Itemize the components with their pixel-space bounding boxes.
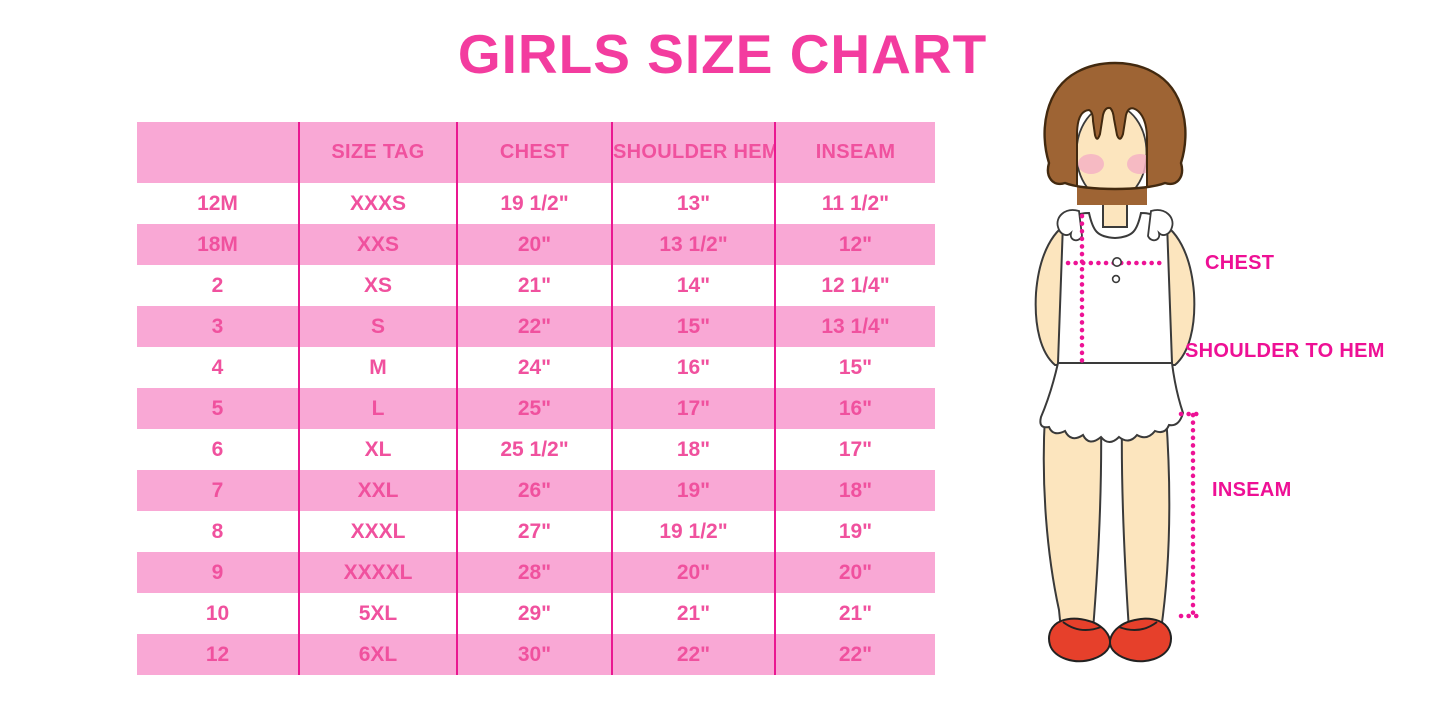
table-cell: 18" xyxy=(774,470,935,511)
table-cell: 15" xyxy=(774,347,935,388)
figure-hair xyxy=(1043,61,1187,205)
table-cell: 19" xyxy=(611,470,775,511)
table-cell: 10 xyxy=(205,601,230,625)
table-header-row: SIZE TAG CHEST SHOULDER HEM INSEAM xyxy=(137,122,935,183)
table-cell: 30" xyxy=(456,634,612,675)
table-cell: 11 1/2" xyxy=(774,183,935,224)
table-cell: 22" xyxy=(774,634,935,675)
table-cell: 12M xyxy=(197,191,238,215)
table-cell: 22" xyxy=(456,306,612,347)
table-cell: 19" xyxy=(774,511,935,552)
table-cell: XXXS xyxy=(298,183,457,224)
table-cell: 24" xyxy=(456,347,612,388)
size-table-body: 12M XXXS 19 1/2" 13" 11 1/2" 18M XXS 20" 13 1/2"… xyxy=(137,183,935,675)
table-cell: 8 xyxy=(211,519,224,543)
table-cell: 6XL xyxy=(298,634,457,675)
table-cell: 12" xyxy=(774,224,935,265)
figure-legs xyxy=(1042,413,1171,631)
table-cell: XL xyxy=(298,429,457,470)
table-cell: 15" xyxy=(611,306,775,347)
blush-left xyxy=(1078,154,1104,174)
table-cell: 26" xyxy=(456,470,612,511)
table-cell: 19 1/2" xyxy=(611,511,775,552)
table-cell: XS xyxy=(298,265,457,306)
table-cell: L xyxy=(298,388,457,429)
table-cell: 21" xyxy=(611,593,775,634)
table-cell: 13" xyxy=(611,183,775,224)
header-cell-shoulder-hem: SHOULDER HEM xyxy=(611,122,775,183)
header-cell-inseam: INSEAM xyxy=(774,122,935,183)
table-cell: 20" xyxy=(456,224,612,265)
header-cell-blank xyxy=(137,122,299,183)
table-row: 6 XL 25 1/2" 18" 17" xyxy=(137,429,935,470)
table-row: 8 XXXL 27" 19 1/2" 19" xyxy=(137,511,935,552)
table-cell: XXXXL xyxy=(298,552,457,593)
table-row: 4 M 24" 16" 15" xyxy=(137,347,935,388)
table-row: 9 XXXXL 28" 20" 20" xyxy=(137,552,935,593)
table-cell: S xyxy=(298,306,457,347)
table-row: 3 S 22" 15" 13 1/4" xyxy=(137,306,935,347)
girl-measurement-figure xyxy=(1034,61,1206,663)
header-cell-chest: CHEST xyxy=(456,122,612,183)
table-cell: 6 xyxy=(211,437,224,461)
table-cell: 18M xyxy=(197,232,238,256)
table-cell: 17" xyxy=(774,429,935,470)
header-cell-size-tag: SIZE TAG xyxy=(298,122,457,183)
inseam-label: INSEAM xyxy=(1212,479,1292,501)
table-cell: 2 xyxy=(211,273,224,297)
table-row: 5 L 25" 17" 16" xyxy=(137,388,935,429)
table-cell: 29" xyxy=(456,593,612,634)
chest-label: CHEST xyxy=(1205,252,1275,274)
table-cell: 18" xyxy=(611,429,775,470)
table-cell: 5 xyxy=(211,396,224,420)
table-cell: 14" xyxy=(611,265,775,306)
table-cell: 20" xyxy=(611,552,775,593)
page-title: GIRLS SIZE CHART xyxy=(457,23,988,85)
table-cell: 13 1/2" xyxy=(611,224,775,265)
table-row: 2 XS 21" 14" 12 1/4" xyxy=(137,265,935,306)
figure-shoes xyxy=(1048,617,1172,663)
table-cell: 25 1/2" xyxy=(456,429,612,470)
table-cell: 16" xyxy=(774,388,935,429)
table-row: 18M XXS 20" 13 1/2" 12" xyxy=(137,224,935,265)
table-cell: 20" xyxy=(774,552,935,593)
figure-buttons xyxy=(1111,257,1123,284)
table-cell: 16" xyxy=(611,347,775,388)
table-cell: 21" xyxy=(774,593,935,634)
table-cell: 9 xyxy=(211,560,224,584)
table-cell: 17" xyxy=(611,388,775,429)
table-cell: 12 xyxy=(205,642,230,666)
table-cell: XXS xyxy=(298,224,457,265)
figure-skirt xyxy=(1039,362,1185,443)
table-cell: 4 xyxy=(211,355,224,379)
table-cell: M xyxy=(298,347,457,388)
figure-ruffles xyxy=(1056,209,1174,242)
table-row: 7 XXL 26" 19" 18" xyxy=(137,470,935,511)
table-cell: 12 1/4" xyxy=(774,265,935,306)
table-cell: XXXL xyxy=(298,511,457,552)
girls-size-table: SIZE TAG CHEST SHOULDER HEM INSEAM 12M XX… xyxy=(137,122,935,675)
table-cell: 25" xyxy=(456,388,612,429)
measurement-lines xyxy=(1065,213,1206,619)
table-cell: 7 xyxy=(211,478,224,502)
table-cell: 13 1/4" xyxy=(774,306,935,347)
table-cell: XXL xyxy=(298,470,457,511)
table-row: 12 6XL 30" 22" 22" xyxy=(137,634,935,675)
table-cell: 27" xyxy=(456,511,612,552)
table-cell: 19 1/2" xyxy=(456,183,612,224)
table-row: 12M XXXS 19 1/2" 13" 11 1/2" xyxy=(137,183,935,224)
shoulder-to-hem-label: SHOULDER TO HEM xyxy=(1185,340,1385,362)
table-cell: 5XL xyxy=(298,593,457,634)
table-cell: 3 xyxy=(211,314,224,338)
table-cell: 22" xyxy=(611,634,775,675)
table-row: 10 5XL 29" 21" 21" xyxy=(137,593,935,634)
table-cell: 28" xyxy=(456,552,612,593)
table-cell: 21" xyxy=(456,265,612,306)
